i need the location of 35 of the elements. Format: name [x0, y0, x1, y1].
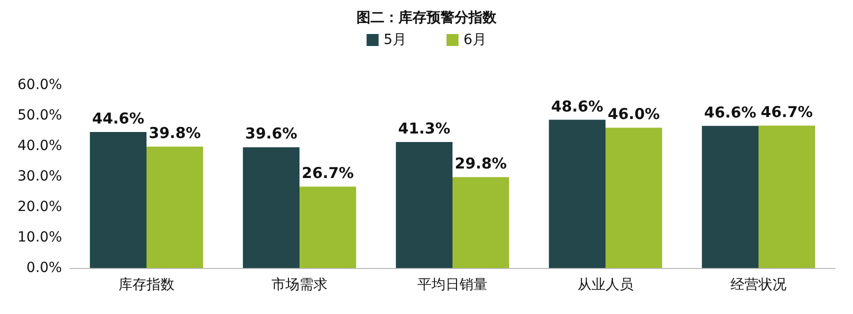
x-tick-label: 库存指数 — [118, 277, 174, 293]
data-label: 48.6% — [551, 97, 604, 116]
y-tick-label: 50.0% — [18, 108, 62, 124]
x-tick-label: 从业人员 — [578, 277, 634, 293]
data-label: 46.6% — [704, 103, 756, 122]
data-label: 39.8% — [148, 124, 201, 142]
bar — [702, 126, 758, 268]
x-tick-label: 平均日销量 — [418, 277, 488, 293]
y-tick-label: 30.0% — [18, 168, 62, 184]
chart-title: 图二：库存预警分指数 — [356, 9, 498, 26]
legend-label: 5月 — [384, 32, 407, 48]
bar — [548, 120, 606, 268]
legend-label: 6月 — [464, 32, 486, 48]
bar — [396, 142, 452, 268]
y-tick-label: 20.0% — [18, 199, 62, 215]
data-label: 39.6% — [245, 124, 298, 143]
data-label: 26.7% — [302, 164, 354, 182]
bar — [300, 186, 356, 268]
x-tick-label: 经营状况 — [730, 277, 786, 293]
data-label: 29.8% — [454, 154, 507, 173]
data-label: 41.3% — [398, 120, 450, 138]
y-tick-label: 0.0% — [26, 260, 62, 276]
bar — [242, 147, 300, 268]
bar — [90, 132, 146, 268]
data-label: 44.6% — [92, 109, 144, 128]
data-label: 46.0% — [608, 105, 660, 124]
bar — [758, 126, 816, 268]
data-label: 46.7% — [760, 103, 813, 122]
y-tick-label: 60.0% — [18, 77, 62, 93]
bar — [452, 177, 510, 268]
x-tick-label: 市场需求 — [272, 277, 328, 293]
y-tick-label: 10.0% — [18, 230, 62, 246]
y-tick-label: 40.0% — [18, 138, 62, 154]
bar — [146, 146, 204, 268]
bar — [606, 128, 662, 268]
